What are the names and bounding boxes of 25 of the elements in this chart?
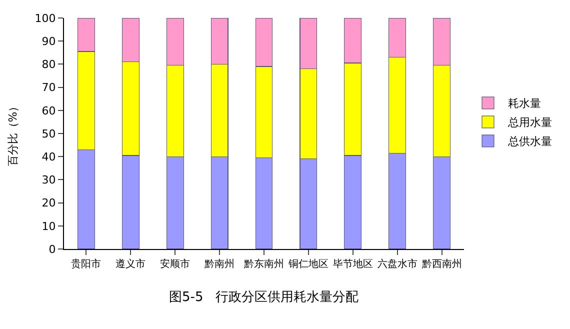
y-tick-label: 70 bbox=[42, 81, 56, 94]
y-tick-label: 50 bbox=[42, 127, 56, 140]
y-tick-label: 60 bbox=[42, 104, 56, 118]
y-tick-label: 90 bbox=[42, 34, 56, 48]
y-tick-label: 30 bbox=[42, 174, 56, 187]
x-tick-label: 毕节地区 bbox=[332, 258, 373, 270]
legend-label: 总供水量 bbox=[507, 135, 552, 148]
y-tick-label: 80 bbox=[42, 58, 56, 72]
y-tick-label: 0 bbox=[48, 242, 56, 256]
x-tick-label: 遵义市 bbox=[116, 258, 146, 270]
legend-label: 总用水量 bbox=[507, 116, 552, 130]
x-tick-label: 六盘水市 bbox=[377, 258, 418, 270]
x-tick-label: 铜仁地区 bbox=[287, 258, 328, 270]
x-tick-label: 黔西南州 bbox=[420, 258, 462, 270]
y-axis-title: 百分比（%） bbox=[6, 100, 20, 166]
caption: 图5-5 行政分区供用耗水量分配 bbox=[169, 290, 359, 305]
x-tick-label: 黔东南州 bbox=[243, 258, 284, 270]
x-tick-label: 安顺市 bbox=[160, 258, 190, 270]
y-tick-label: 20 bbox=[42, 196, 56, 210]
legend-label: 耗水量 bbox=[508, 97, 541, 110]
y-tick-label: 10 bbox=[42, 220, 56, 233]
x-tick-label: 黔南州 bbox=[204, 258, 235, 270]
x-tick-label: 贵阳市 bbox=[71, 258, 102, 270]
y-tick-label: 40 bbox=[42, 150, 56, 164]
y-tick-label: 100 bbox=[34, 12, 56, 25]
